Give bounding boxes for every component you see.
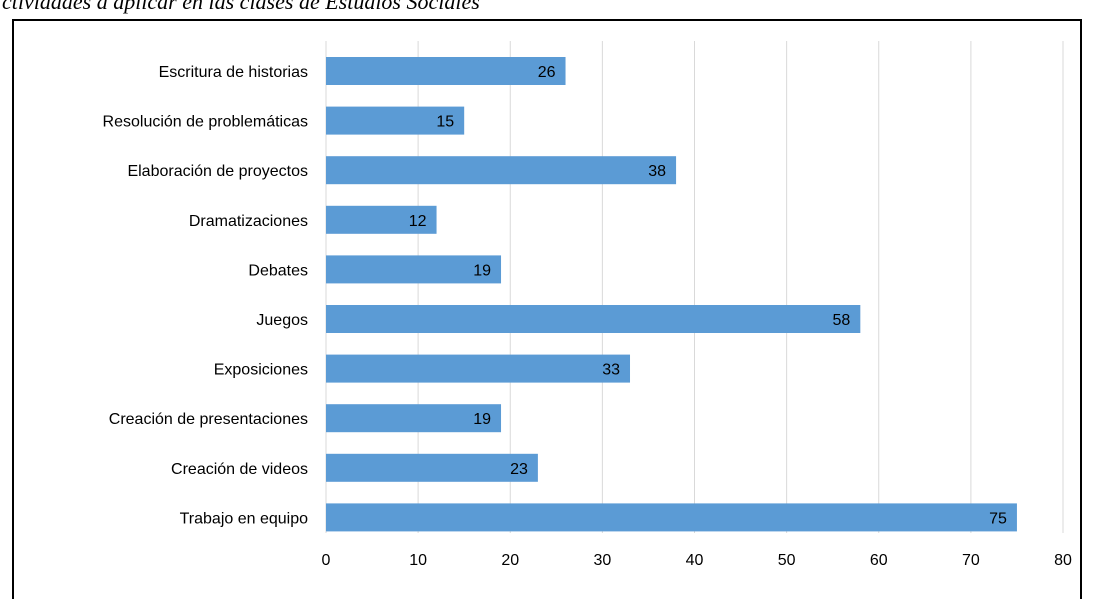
x-tick-label: 10 bbox=[409, 552, 427, 569]
data-label: 19 bbox=[473, 411, 491, 428]
category-label: Creación de presentaciones bbox=[109, 411, 308, 428]
category-label: Juegos bbox=[256, 312, 308, 329]
x-tick-label: 40 bbox=[686, 552, 704, 569]
category-label: Creación de videos bbox=[171, 461, 308, 478]
x-tick-label: 70 bbox=[962, 552, 980, 569]
category-label: Trabajo en equipo bbox=[180, 510, 308, 527]
bar bbox=[326, 156, 677, 185]
x-tick-label: 50 bbox=[778, 552, 796, 569]
bar bbox=[326, 106, 465, 135]
bar bbox=[326, 354, 631, 383]
data-label: 15 bbox=[436, 114, 454, 131]
category-label: Escritura de historias bbox=[159, 64, 308, 81]
bar-chart: 26 15 38 12 19 58 33 19 23 75 Escritura de histor… bbox=[103, 41, 1072, 569]
x-tick-label: 0 bbox=[322, 552, 331, 569]
bar bbox=[326, 503, 1017, 532]
category-label: Exposiciones bbox=[214, 362, 308, 379]
data-label: 33 bbox=[602, 362, 620, 379]
data-label: 58 bbox=[833, 312, 851, 329]
bar bbox=[326, 404, 502, 433]
category-label: Dramatizaciones bbox=[189, 213, 308, 230]
chart-frame: 26 15 38 12 19 58 33 19 23 75 Escritura de histor… bbox=[12, 19, 1082, 599]
bars: 26 15 38 12 19 58 33 19 23 75 bbox=[326, 57, 1017, 532]
data-label: 75 bbox=[989, 510, 1007, 527]
data-label: 12 bbox=[409, 213, 427, 230]
data-label: 19 bbox=[473, 262, 491, 279]
data-label: 38 bbox=[648, 163, 666, 180]
category-label: Debates bbox=[248, 262, 308, 279]
x-tick-label: 60 bbox=[870, 552, 888, 569]
bar bbox=[326, 453, 538, 482]
category-labels: Escritura de historias Resolución de prob… bbox=[103, 64, 309, 527]
figure-caption: ctividades a aplicar en las clases de Es… bbox=[2, 0, 480, 14]
x-tick-label: 30 bbox=[593, 552, 611, 569]
data-label: 23 bbox=[510, 461, 528, 478]
category-label: Elaboración de proyectos bbox=[127, 163, 308, 180]
x-tick-label: 20 bbox=[501, 552, 519, 569]
bar bbox=[326, 255, 502, 284]
bar bbox=[326, 305, 861, 333]
x-axis-tick-labels: 0 10 20 30 40 50 60 70 80 bbox=[322, 552, 1072, 569]
x-tick-label: 80 bbox=[1054, 552, 1072, 569]
data-label: 26 bbox=[538, 64, 556, 81]
category-label: Resolución de problemáticas bbox=[103, 114, 308, 131]
bar bbox=[326, 205, 437, 234]
bar bbox=[326, 57, 566, 85]
